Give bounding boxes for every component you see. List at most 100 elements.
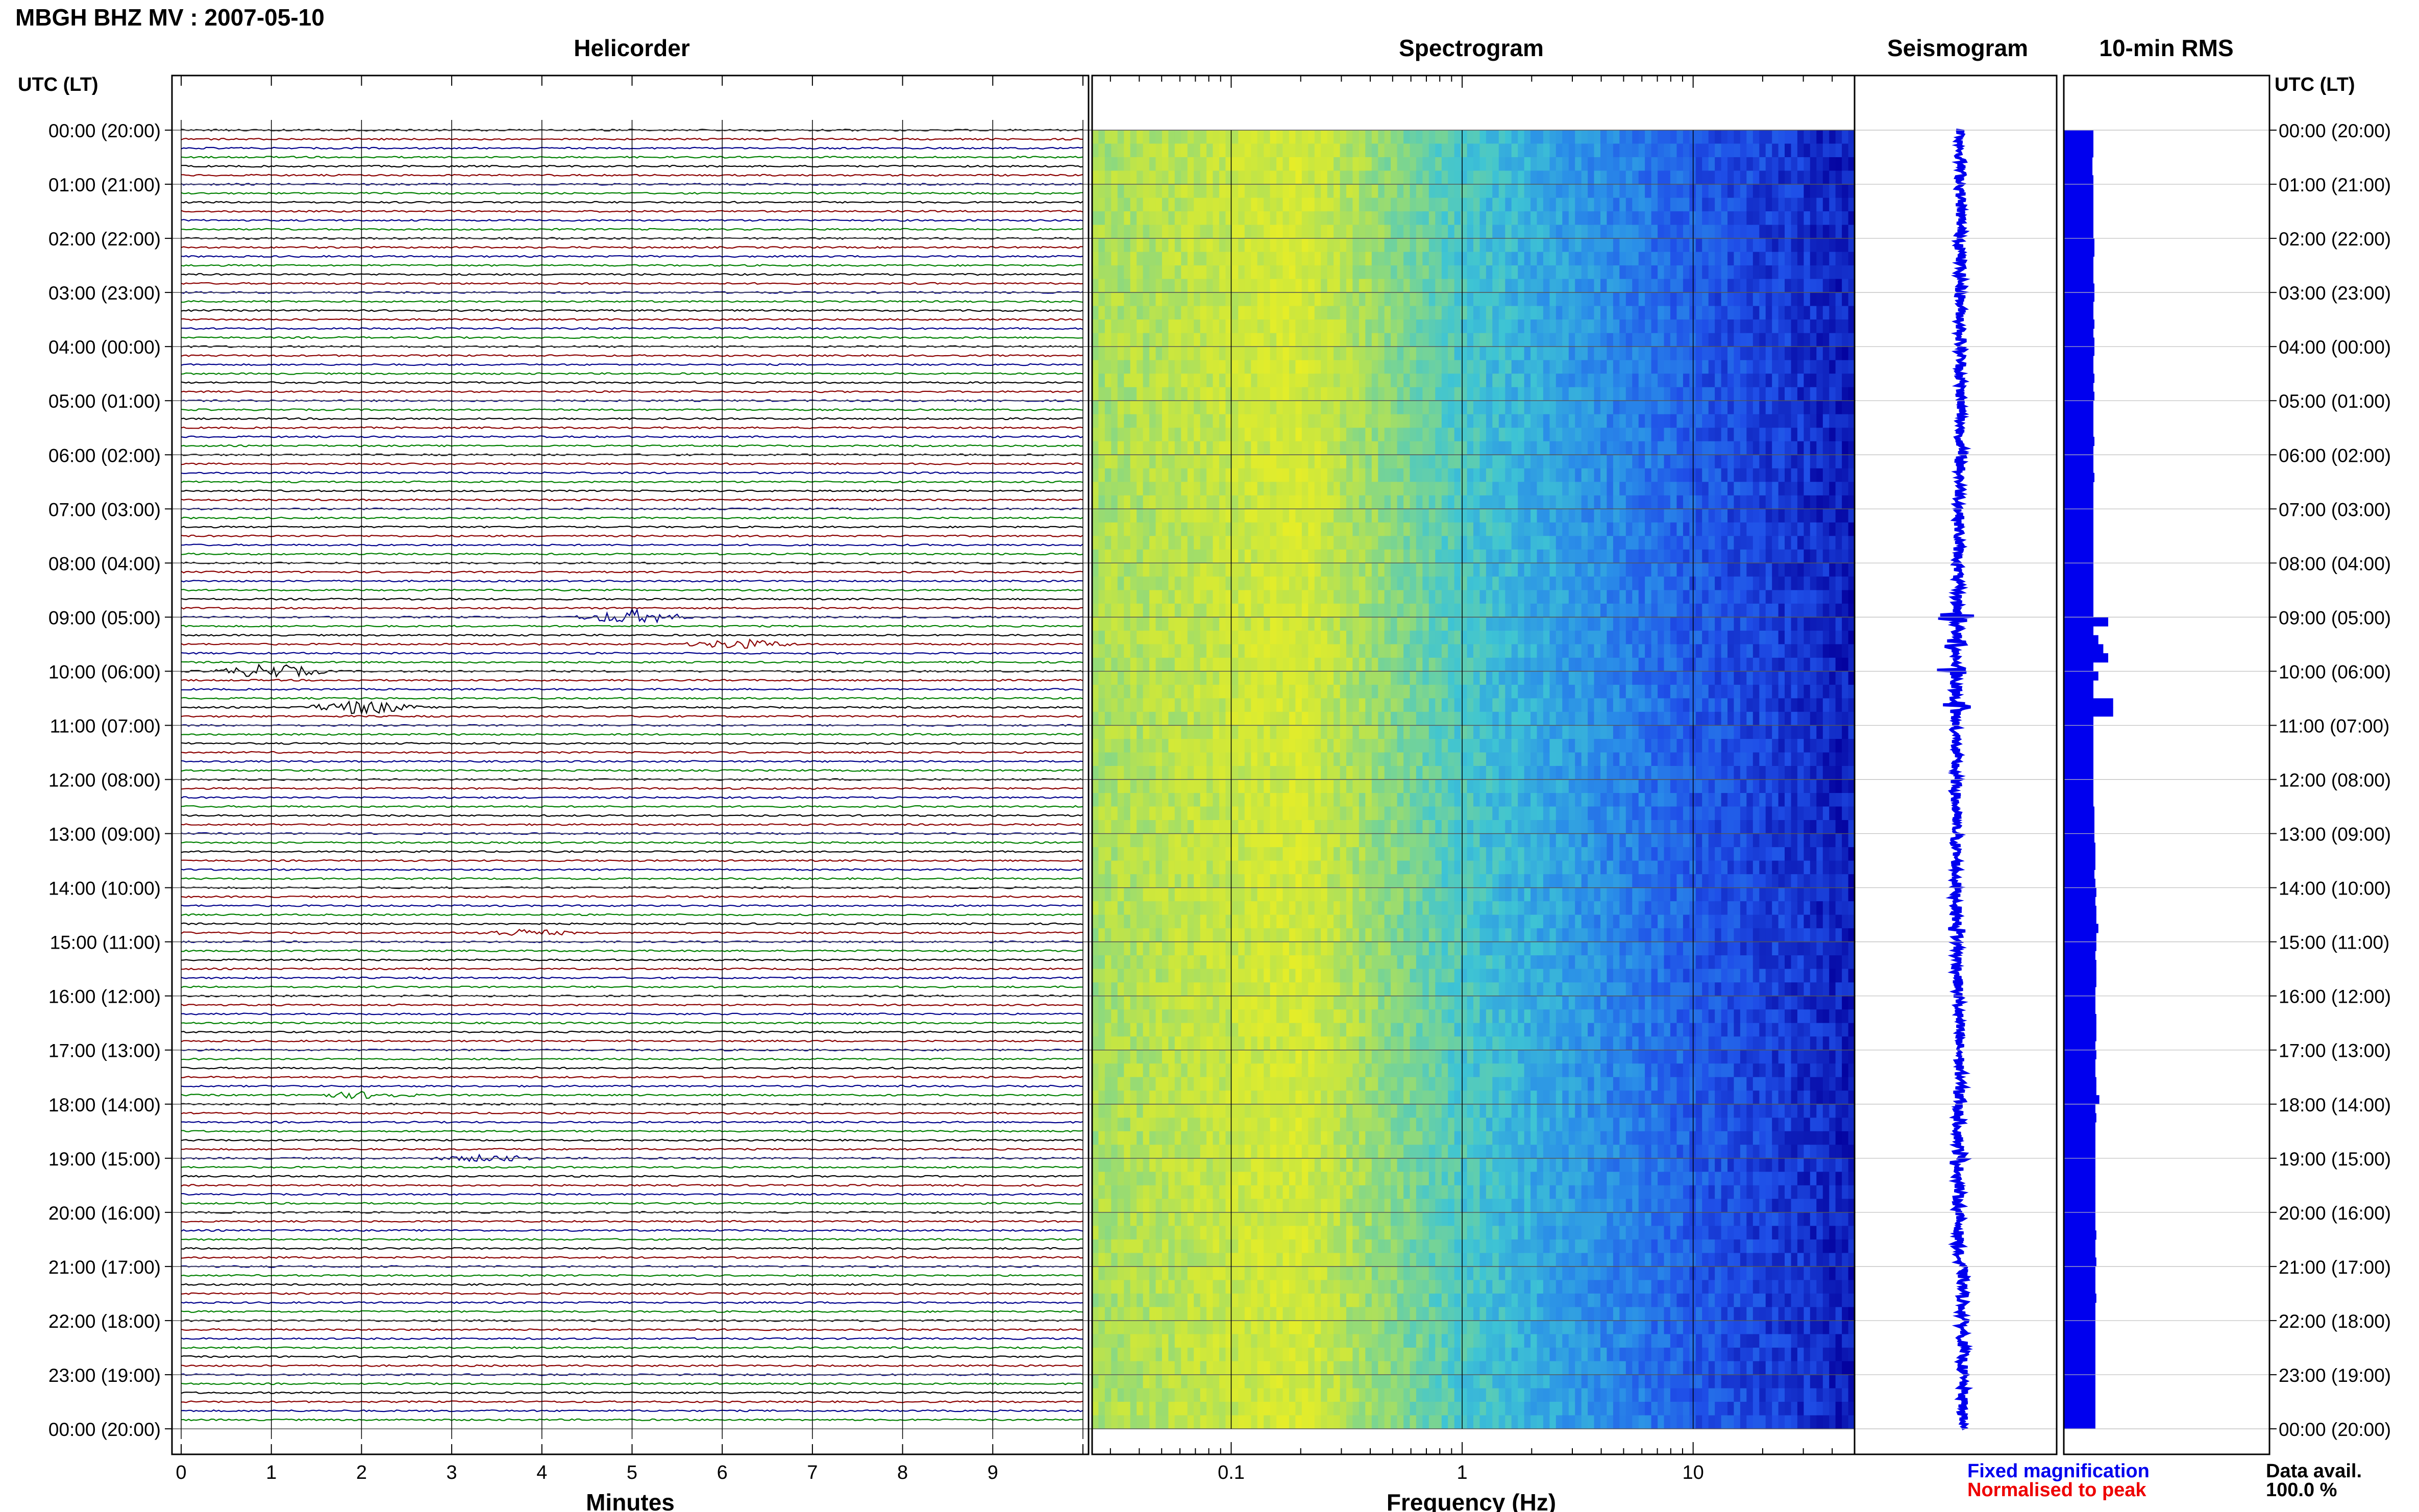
time-label-left: 23:00 (19:00) [48,1365,161,1386]
rms-bar [2064,527,2093,536]
minute-tick-label: 7 [807,1462,818,1483]
rms-bar [2064,1158,2095,1168]
time-label-left: 22:00 (18:00) [48,1311,161,1332]
rms-bar [2064,608,2093,617]
minute-tick-label: 3 [447,1462,457,1483]
time-label-right: 17:00 (13:00) [2279,1040,2391,1061]
rms-bar [2064,833,2094,843]
time-label-right: 02:00 (22:00) [2279,229,2391,250]
rms-bar [2064,978,2096,987]
time-label-left: 13:00 (09:00) [48,824,161,845]
rms-bar [2064,1095,2100,1105]
rms-bar [2064,788,2093,798]
rms-bar [2064,1410,2095,1420]
rms-bar [2064,265,2093,275]
rms-bar [2064,1257,2096,1267]
rms-bar [2064,482,2093,491]
rms-bar [2064,1275,2095,1285]
rms-bar [2064,689,2093,699]
rms-bar [2064,473,2094,482]
rms-bar [2064,274,2093,284]
rms-bar [2064,924,2099,933]
rms-bar [2064,941,2096,951]
rms-bar [2064,725,2093,735]
rms-bar [2064,436,2094,447]
time-label-right: 19:00 (15:00) [2279,1149,2391,1170]
rms-bar [2064,1122,2095,1132]
rms-bar [2064,1014,2096,1024]
time-label-left: 15:00 (11:00) [50,932,161,953]
time-label-left: 01:00 (21:00) [48,175,161,195]
rms-bar [2064,878,2095,888]
rms-bar [2064,635,2099,645]
rms-bar [2064,599,2093,609]
rms-bar [2064,319,2094,329]
time-label-left: 03:00 (23:00) [48,283,161,304]
rms-bar [2064,391,2094,401]
rms-bar [2064,779,2093,789]
rms-bar [2064,1050,2096,1059]
rms-bar [2064,1375,2095,1384]
rms-bar [2064,734,2093,744]
rms-bar [2064,653,2108,663]
rms-bar [2064,770,2093,780]
rms-bar [2064,752,2093,762]
rms-bar [2064,860,2095,870]
rms-bar [2064,1239,2095,1249]
rms-bar [2064,545,2093,555]
rms-bar [2064,1077,2096,1086]
rms-bar [2064,463,2093,474]
time-label-left: 11:00 (07:00) [50,715,161,736]
rms-bar [2064,1339,2095,1348]
rms-bar [2064,1176,2095,1186]
time-label-right: 12:00 (08:00) [2279,770,2391,791]
rms-bar [2064,1032,2096,1042]
legend-normalised-to-peak: Normalised to peak [1967,1479,2146,1501]
time-label-left: 18:00 (14:00) [48,1095,161,1116]
rms-bar [2064,806,2094,816]
helicorder-title: Helicorder [574,35,690,61]
tick-labels: 00:00 (20:00) 00:00 (20:00) 01:00 (21:00) 0… [48,120,2391,1483]
rms-bar [2064,1302,2095,1312]
rms-bar [2064,1393,2095,1402]
rms-bar [2064,1311,2095,1321]
rms-bar [2064,382,2093,392]
time-label-left: 05:00 (01:00) [48,391,161,412]
rms-bar [2064,428,2093,437]
rms-bar [2064,1113,2096,1123]
minute-tick-label: 5 [627,1462,637,1483]
rms-bar [2064,346,2094,356]
rms-title: 10-min RMS [2099,35,2233,61]
rms-bar [2064,1230,2096,1240]
frequency-tick-label: 0.1 [1218,1462,1245,1483]
rms-bar [2064,337,2094,347]
rms-bar [2064,184,2093,194]
grid-lines [172,120,2269,1439]
utc-header-left: UTC (LT) [18,74,98,95]
time-label-left: 09:00 (05:00) [48,607,161,628]
time-label-right: 08:00 (04:00) [2279,553,2391,574]
rms-bar [2064,536,2093,546]
rms-bar [2064,401,2093,410]
rms-bar [2064,951,2095,960]
time-label-left: 10:00 (06:00) [48,661,161,682]
rms-bar [2064,933,2096,943]
minute-tick-label: 6 [717,1462,728,1483]
time-label-right: 07:00 (03:00) [2279,499,2391,520]
rms-bar [2064,1104,2095,1113]
rms-bar [2064,518,2093,528]
time-label-left: 14:00 (10:00) [48,878,161,899]
frequency-tick-label: 10 [1683,1462,1704,1483]
frequency-tick-label: 1 [1457,1462,1467,1483]
time-label-left: 04:00 (00:00) [48,337,161,358]
rms-bar [2064,202,2093,212]
rms-bar [2064,139,2093,148]
rms-bar [2064,914,2096,924]
rms-bar [2064,1248,2095,1258]
rms-bar [2064,193,2093,203]
time-label-right: 05:00 (01:00) [2279,391,2391,412]
rms-bar [2064,851,2095,861]
rms-bar [2064,490,2093,501]
time-label-left: 19:00 (15:00) [48,1149,161,1170]
